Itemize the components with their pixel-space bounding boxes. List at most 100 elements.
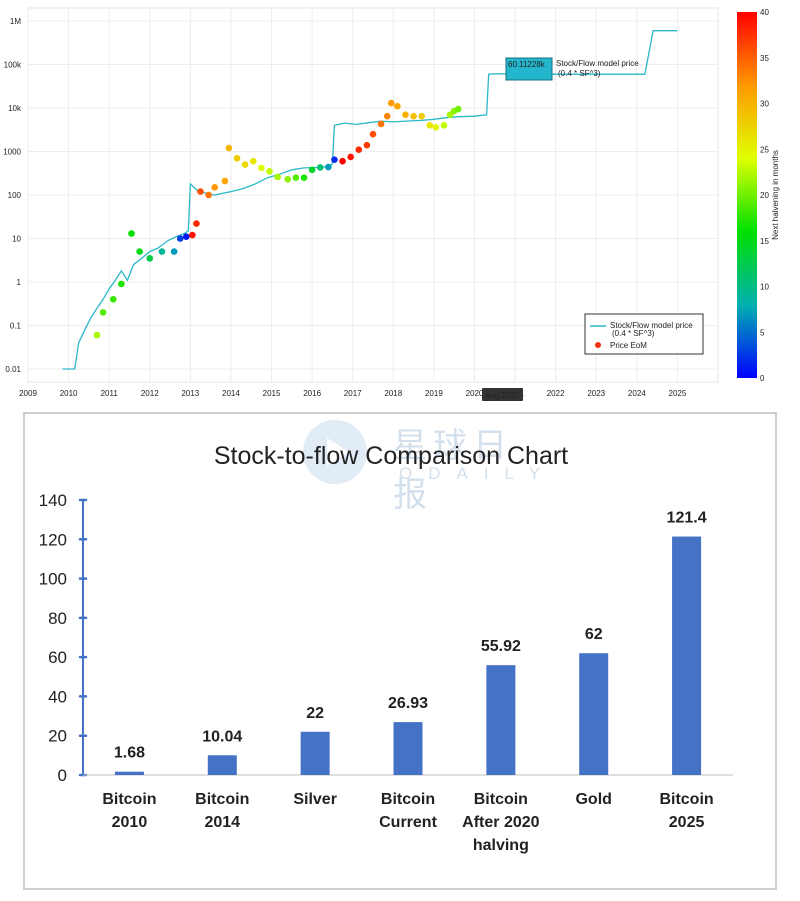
- category-label: Bitcoin: [102, 791, 156, 808]
- x-tick-label: 2011: [101, 389, 119, 398]
- x-tick-label: 2009: [19, 389, 37, 398]
- bars: [114, 536, 702, 775]
- bar-value-label: 22: [306, 705, 324, 722]
- price-eom-point: [118, 280, 125, 288]
- y-tick-label: 140: [39, 491, 67, 510]
- price-eom-point: [410, 112, 417, 120]
- price-eom-point: [211, 184, 219, 191]
- odaily-watermark: 星球日报 ODAILY: [287, 416, 547, 515]
- price-eom-point: [369, 130, 377, 138]
- price-eom-point: [383, 112, 391, 120]
- category-label: Bitcoin: [195, 791, 249, 808]
- chart-grid: [27, 7, 719, 383]
- watermark-play-icon: [327, 438, 349, 466]
- price-eom-point: [225, 144, 233, 152]
- y-tick-label: 100: [39, 570, 67, 589]
- category-label: Gold: [575, 791, 611, 808]
- category-label: 2025: [669, 814, 705, 831]
- colorbar-tick-label: 35: [760, 54, 769, 63]
- y-tick-label: 100k: [4, 61, 22, 70]
- price-eom-point: [176, 235, 184, 242]
- price-eom-point: [284, 175, 292, 183]
- x-tick-label: 2020: [466, 389, 484, 398]
- stock-to-flow-comparison-chart: Stock-to-flow Comparison Chart 0 20 40 60 80…: [39, 442, 733, 854]
- category-label: 2014: [204, 814, 240, 831]
- x-tick-label: 2019: [425, 389, 443, 398]
- price-eom-point: [189, 231, 196, 239]
- price-eom-point: [394, 102, 401, 110]
- price-eom-point: [109, 295, 117, 303]
- bar: [393, 722, 423, 775]
- price-eom-point: [402, 111, 409, 119]
- legend-line-label: Stock/Flow model price: [610, 321, 693, 330]
- stock-flow-model-line: [62, 30, 678, 370]
- y-axis-ticks: 0.01 0.1 1 10 100 1000 10k 100k 1M: [3, 17, 22, 374]
- y-tick-label: 10: [12, 234, 21, 243]
- price-eom-points: [93, 99, 462, 339]
- watermark-en-text: ODAILY: [399, 464, 557, 483]
- category-label: Bitcoin: [474, 791, 528, 808]
- colorbar: 0 5 10 15 20 25 30 35 40 Next halvening in month…: [737, 8, 780, 383]
- x-tick-label: 2023: [587, 389, 605, 398]
- price-eom-point: [249, 157, 257, 165]
- price-eom-point: [99, 309, 107, 316]
- price-eom-point: [258, 164, 265, 172]
- y-tick-label: 80: [48, 609, 67, 628]
- x-tick-label: 2024: [628, 389, 646, 398]
- x-tick-label: 2012: [141, 389, 159, 398]
- colorbar-tick-label: 5: [760, 328, 765, 337]
- value-labels: 1.68 10.04 22 26.93 55.92 62 121.4: [114, 510, 707, 762]
- category-label: Current: [379, 814, 437, 831]
- colorbar-tick-label: 10: [760, 283, 769, 292]
- y-tick-label: 10k: [8, 104, 22, 113]
- bar: [579, 653, 609, 775]
- bar-value-label: 55.92: [481, 638, 521, 655]
- category-label: halving: [473, 837, 529, 854]
- y-tick-label: 100: [8, 191, 22, 200]
- tooltip-value: 60.11228k: [508, 60, 546, 69]
- y-tick-label: 1M: [10, 17, 21, 26]
- price-eom-point: [316, 164, 324, 171]
- price-eom-point: [339, 157, 346, 165]
- bar: [207, 755, 237, 775]
- colorbar-label: Next halvening in months: [771, 150, 780, 240]
- x-tick-label: 2010: [60, 389, 78, 398]
- colorbar-tick-label: 20: [760, 191, 769, 200]
- colorbar-tick-label: 40: [760, 8, 769, 17]
- x-tick-label: 2016: [303, 389, 321, 398]
- price-eom-point: [432, 124, 440, 131]
- price-eom-point: [426, 122, 434, 129]
- model-price-line: [62, 30, 678, 370]
- colorbar-tick-label: 0: [760, 374, 765, 383]
- x-tick-label: 2017: [344, 389, 362, 398]
- tooltip-label: Stock/Flow model price: [556, 59, 639, 68]
- bar-value-label: 62: [585, 626, 603, 643]
- y-tick-label: 20: [48, 727, 67, 746]
- price-eom-point: [205, 191, 212, 199]
- bar: [672, 536, 702, 775]
- price-eom-point: [292, 174, 300, 181]
- colorbar-tick-label: 30: [760, 100, 769, 109]
- price-eom-point: [274, 173, 281, 181]
- model-price-tooltip: 60.11228k Stock/Flow model price (0.4 * …: [482, 57, 639, 401]
- price-eom-point: [355, 146, 363, 154]
- price-eom-point: [440, 122, 448, 129]
- category-label: 2010: [112, 814, 148, 831]
- bar: [114, 771, 144, 775]
- price-eom-point: [387, 99, 395, 107]
- price-eom-point: [300, 174, 308, 181]
- y-tick-label: 1000: [3, 148, 21, 157]
- price-eom-point: [454, 105, 462, 113]
- price-eom-point: [170, 248, 178, 255]
- category-label: Bitcoin: [659, 791, 713, 808]
- category-labels: Bitcoin 2010 Bitcoin 2014 Silver Bitcoin Curre…: [102, 791, 713, 854]
- y-tick-label: 120: [39, 530, 67, 549]
- x-tick-label: 2025: [669, 389, 687, 398]
- bar: [486, 665, 516, 775]
- price-eom-point: [158, 248, 166, 255]
- y-tick-label: 60: [48, 648, 67, 667]
- price-eom-point: [193, 220, 200, 227]
- colorbar-tick-label: 15: [760, 237, 769, 246]
- x-tick-label: 2022: [547, 389, 565, 398]
- y-tick-label: 0: [58, 766, 67, 785]
